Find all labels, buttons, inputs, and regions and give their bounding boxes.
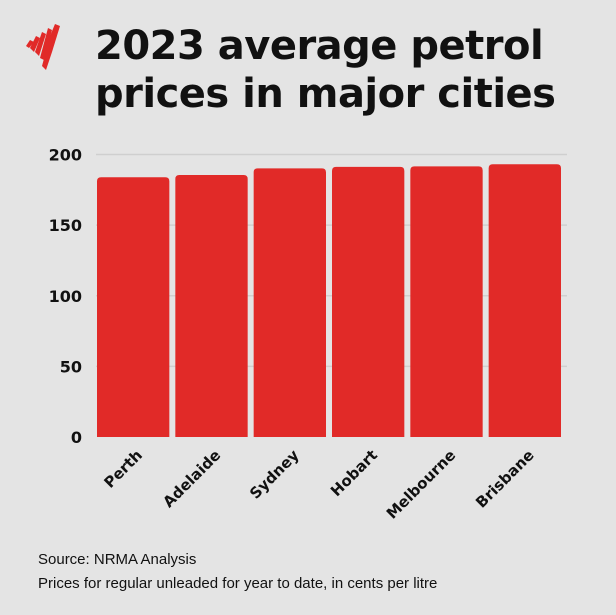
- bar-brisbane: [488, 164, 561, 437]
- bar-melbourne: [410, 166, 483, 438]
- x-tick-label: Perth: [100, 446, 146, 492]
- x-tick-label: Melbourne: [383, 446, 460, 523]
- title-line-2: prices in major cities: [95, 71, 556, 117]
- y-tick-label: 200: [49, 146, 82, 165]
- bar-adelaide: [175, 174, 248, 437]
- y-tick-label: 0: [71, 428, 82, 447]
- x-tick-label: Brisbane: [472, 446, 537, 511]
- bar-hobart: [332, 166, 405, 437]
- x-tick-label: Sydney: [246, 446, 303, 503]
- title-line-1: 2023 average petrol: [95, 23, 544, 69]
- x-tick-label: Hobart: [327, 446, 381, 500]
- bar-sydney: [253, 168, 326, 437]
- chart-footer: Source: NRMA Analysis Prices for regular…: [38, 548, 437, 596]
- y-tick-label: 100: [49, 287, 82, 306]
- x-tick-label: Adelaide: [159, 446, 224, 511]
- source-text: Source: NRMA Analysis: [38, 551, 197, 568]
- y-tick-label: 150: [49, 216, 82, 235]
- sbs-logo: [26, 24, 60, 70]
- chart-title: 2023 average petrol prices in major citi…: [95, 22, 556, 118]
- bar-perth: [97, 177, 170, 437]
- bar-chart: 0 50 100 150 200 Perth Adelaide Sydney Hobart Mel…: [49, 146, 567, 523]
- y-tick-label: 50: [60, 357, 82, 376]
- note-text: Prices for regular unleaded for year to …: [38, 575, 438, 592]
